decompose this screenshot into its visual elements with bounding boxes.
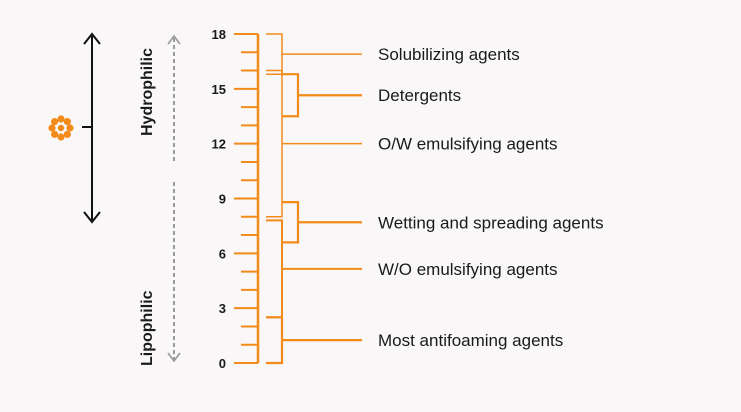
category-label: Solubilizing agents [378, 45, 520, 64]
surfactant-molecule-icon [48, 115, 74, 141]
tick-label: 0 [219, 356, 226, 371]
molecule-head [66, 124, 74, 132]
bracket-shape [282, 73, 300, 118]
tick-label: 12 [212, 137, 226, 152]
molecule-head [57, 115, 65, 123]
bracket-shape [266, 316, 284, 365]
bracket-shape [282, 201, 300, 244]
molecule-head [48, 124, 56, 132]
category-label: Detergents [378, 86, 461, 105]
molecule-head [51, 118, 59, 126]
hlb-axis: 0 3 6 9 12 15 18 [212, 27, 260, 371]
bracket-5 [266, 219, 362, 319]
tick-label: 15 [212, 82, 226, 97]
tick-label: 9 [219, 192, 226, 207]
molecule-head [63, 130, 71, 138]
bracket-3 [266, 69, 362, 218]
bracket-shape [266, 69, 283, 218]
molecule-core [57, 124, 65, 132]
bracket-6 [266, 316, 362, 365]
category-label: Wetting and spreading agents [378, 213, 604, 232]
lipophilic-label: Lipophilic [139, 290, 156, 366]
category-brackets [266, 33, 362, 365]
molecule-head [57, 133, 65, 141]
molecule-head [51, 130, 59, 138]
bracket-shape [266, 219, 283, 319]
bracket-1 [266, 33, 362, 75]
bracket-shape [266, 33, 283, 75]
hydrophilic-label: Hydrophilic [139, 48, 156, 136]
molecule-head [63, 118, 71, 126]
category-label: O/W emulsifying agents [378, 135, 558, 154]
bracket-4 [282, 201, 362, 244]
bracket-2 [282, 73, 362, 118]
tick-label: 3 [219, 301, 226, 316]
hydrophilic-dashed-arrow [167, 34, 181, 162]
category-label: Most antifoaming agents [378, 331, 563, 350]
lipophilic-dashed-arrow [167, 182, 181, 363]
tick-label: 18 [212, 27, 226, 42]
category-labels: Solubilizing agents Detergents O/W emulsif… [378, 45, 604, 350]
tick-label: 6 [219, 246, 226, 261]
category-label: W/O emulsifying agents [378, 260, 558, 279]
black-double-arrow [82, 32, 101, 224]
